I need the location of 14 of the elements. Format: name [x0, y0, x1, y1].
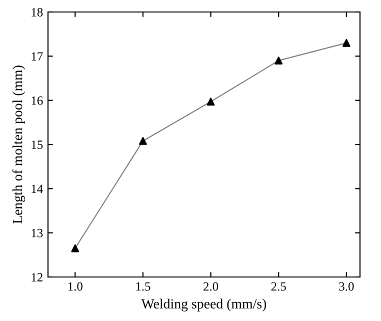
y-tick-label: 13	[32, 228, 43, 238]
x-tick-label: 2.5	[271, 282, 286, 291]
x-tick-label: 3.0	[339, 282, 354, 291]
y-axis-title: Length of molten pool (mm)	[12, 66, 26, 224]
y-tick-label: 16	[32, 96, 43, 105]
x-tick-label: 2.0	[204, 282, 218, 291]
x-axis-title: Welding speed (mm/s)	[141, 298, 266, 312]
y-tick-label: 18	[32, 8, 43, 16]
y-tick-label: 15	[32, 140, 43, 149]
x-tick-label: 1.5	[136, 282, 150, 291]
y-tick-label: 12	[32, 273, 42, 282]
y-tick-label: 14	[32, 184, 43, 194]
y-tick-label: 17	[32, 52, 43, 61]
x-tick-label: 1.0	[68, 282, 82, 291]
